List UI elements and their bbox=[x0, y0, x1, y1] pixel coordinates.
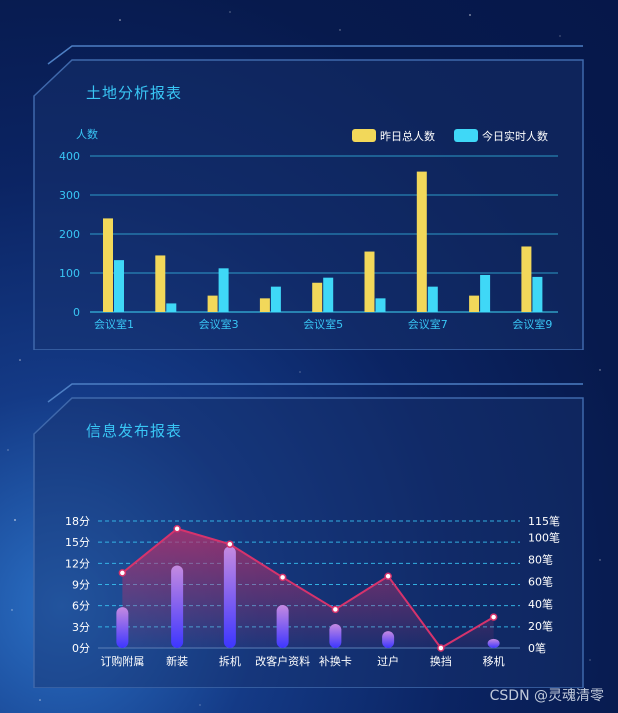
left-tick-label: 12分 bbox=[65, 557, 90, 570]
bar-yesterday bbox=[364, 251, 375, 312]
panel-frame bbox=[33, 45, 584, 350]
bar bbox=[116, 607, 129, 648]
line-series bbox=[121, 527, 495, 650]
bar-today bbox=[166, 303, 177, 312]
left-tick-label: 6分 bbox=[72, 600, 90, 613]
line-point bbox=[278, 573, 287, 582]
x-tick-label: 换挡 bbox=[430, 654, 452, 668]
x-tick-label: 会议室3 bbox=[199, 317, 239, 331]
panel-title: 土地分析报表 bbox=[86, 84, 183, 102]
x-tick-label: 移机 bbox=[483, 654, 505, 668]
x-tick-label: 补换卡 bbox=[319, 654, 352, 668]
bar-yesterday bbox=[259, 298, 270, 312]
legend-label: 今日实时人数 bbox=[482, 129, 548, 143]
y-tick-label: 200 bbox=[59, 228, 80, 241]
left-tick-label: 0分 bbox=[72, 642, 90, 655]
bar-yesterday bbox=[416, 171, 427, 312]
y-tick-label: 300 bbox=[59, 189, 80, 202]
legend-swatch bbox=[454, 129, 478, 142]
left-tick-label: 18分 bbox=[65, 515, 90, 528]
bar-today bbox=[323, 277, 334, 312]
x-tick-label: 订购附属 bbox=[100, 654, 144, 668]
bar bbox=[487, 638, 500, 648]
y-tick-label: 100 bbox=[59, 267, 80, 280]
y-tick-label: 0 bbox=[73, 306, 80, 319]
bar-today bbox=[114, 260, 124, 312]
bar bbox=[171, 565, 184, 648]
left-tick-label: 15分 bbox=[65, 536, 90, 549]
bar-yesterday bbox=[469, 295, 480, 312]
line-point bbox=[331, 605, 340, 614]
bar bbox=[382, 631, 395, 648]
x-tick-label: 会议室7 bbox=[408, 317, 448, 331]
right-tick-label: 0笔 bbox=[528, 641, 546, 655]
right-tick-label: 80笔 bbox=[528, 553, 553, 567]
bar-yesterday bbox=[521, 246, 532, 312]
line-area-fill bbox=[122, 528, 494, 648]
x-tick-label: 新装 bbox=[166, 654, 188, 668]
right-tick-label: 100笔 bbox=[528, 531, 560, 545]
bar-today bbox=[532, 276, 543, 312]
left-tick-label: 9分 bbox=[72, 579, 90, 592]
right-tick-label: 40笔 bbox=[528, 597, 553, 611]
right-tick-label: 20笔 bbox=[528, 619, 553, 633]
bar-today bbox=[270, 286, 281, 312]
legend-label: 昨日总人数 bbox=[380, 129, 435, 143]
x-tick-label: 会议室9 bbox=[512, 317, 552, 331]
left-tick-label: 3分 bbox=[72, 621, 90, 634]
bar bbox=[223, 546, 236, 648]
line-point bbox=[489, 613, 498, 621]
line-point bbox=[173, 524, 181, 533]
bar-today bbox=[427, 286, 438, 312]
bar-today bbox=[218, 268, 229, 312]
y-axis-label: 人数 bbox=[76, 128, 98, 141]
watermark-text: CSDN @灵魂清零 bbox=[489, 688, 604, 704]
bar bbox=[276, 604, 289, 648]
line-point bbox=[118, 569, 127, 577]
panel-title: 信息发布报表 bbox=[86, 422, 183, 440]
bar-yesterday bbox=[103, 218, 113, 312]
x-tick-label: 会议室1 bbox=[94, 317, 134, 331]
land-analysis-panel: 土地分析报表 bbox=[0, 40, 618, 350]
x-tick-label: 过户 bbox=[377, 654, 399, 668]
right-tick-label: 60笔 bbox=[528, 575, 553, 589]
bar-yesterday bbox=[207, 295, 218, 312]
bar bbox=[329, 624, 342, 648]
line-point bbox=[437, 644, 445, 652]
right-tick-label: 115笔 bbox=[528, 514, 560, 528]
line-point bbox=[384, 572, 392, 580]
bar-today bbox=[480, 274, 491, 312]
line-point bbox=[226, 540, 234, 548]
bar-yesterday bbox=[155, 255, 166, 312]
bar-yesterday bbox=[312, 282, 323, 312]
x-tick-label: 拆机 bbox=[219, 654, 241, 668]
bar-today bbox=[375, 298, 386, 312]
x-tick-label: 改客户资料 bbox=[255, 654, 310, 668]
y-tick-label: 400 bbox=[59, 150, 80, 163]
legend-swatch bbox=[352, 129, 376, 142]
x-tick-label: 会议室5 bbox=[303, 317, 343, 331]
